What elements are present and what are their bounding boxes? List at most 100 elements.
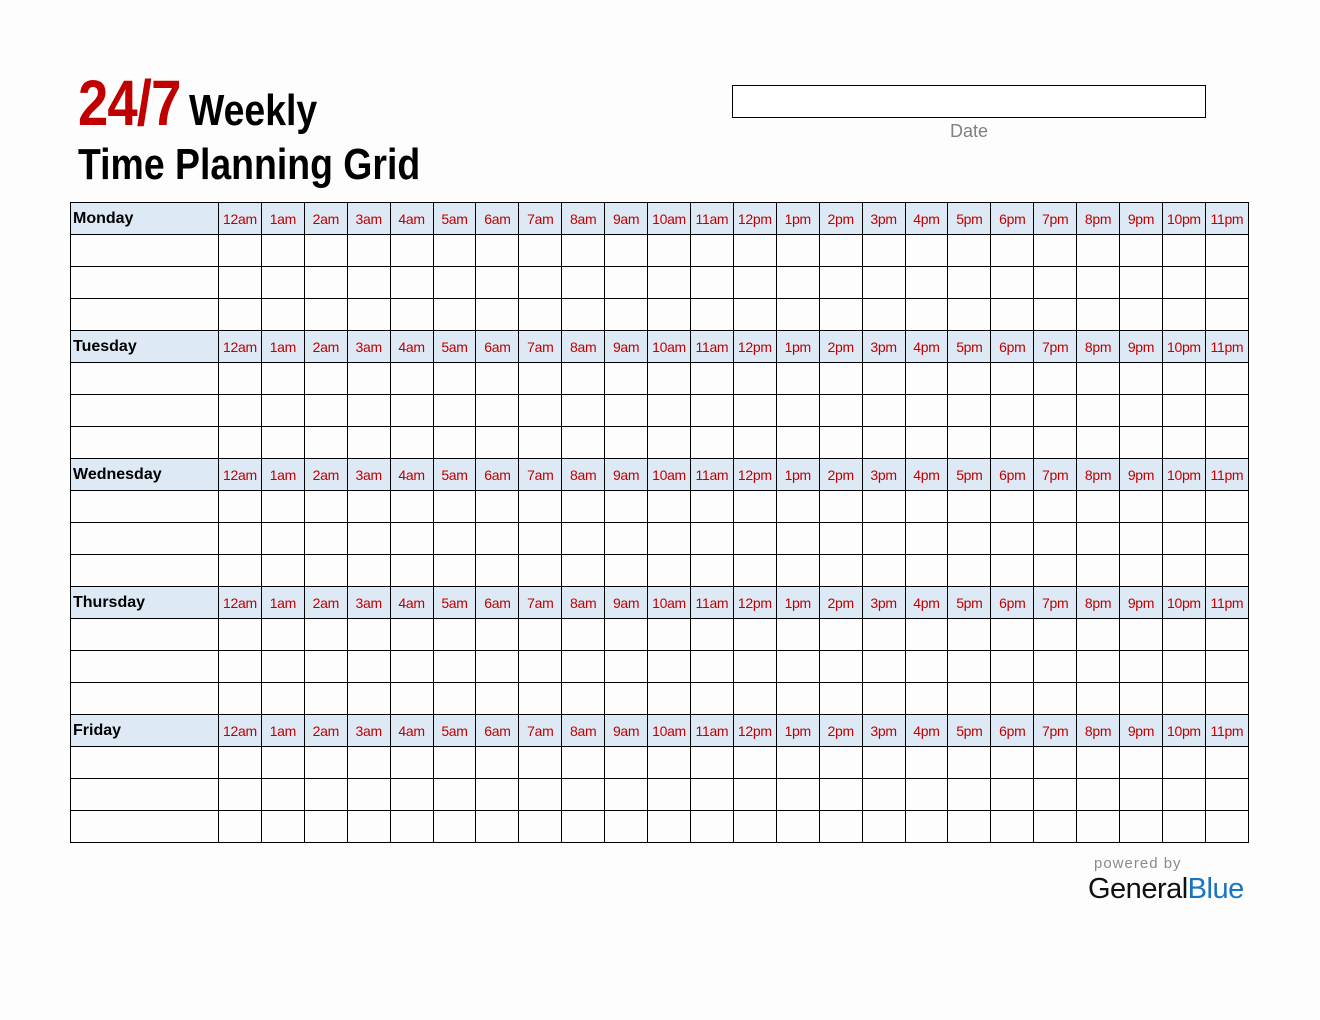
time-slot-cell[interactable] (260, 522, 305, 555)
time-slot-cell[interactable] (1119, 426, 1163, 459)
time-slot-cell[interactable] (346, 810, 391, 843)
time-slot-cell[interactable] (475, 298, 520, 331)
time-slot-cell[interactable] (604, 266, 649, 299)
time-slot-cell[interactable] (604, 522, 649, 555)
time-slot-cell[interactable] (775, 522, 820, 555)
time-slot-cell[interactable] (389, 298, 434, 331)
time-slot-cell[interactable] (861, 618, 906, 651)
time-slot-cell[interactable] (475, 394, 520, 427)
time-slot-cell[interactable] (518, 522, 563, 555)
time-slot-cell[interactable] (346, 298, 391, 331)
time-slot-cell[interactable] (518, 650, 563, 683)
time-slot-cell[interactable] (1076, 490, 1121, 523)
time-slot-cell[interactable] (647, 426, 691, 459)
time-slot-cell[interactable] (732, 394, 777, 427)
time-slot-cell[interactable] (818, 362, 863, 395)
time-slot-cell[interactable] (818, 746, 863, 779)
time-slot-cell[interactable] (432, 362, 477, 395)
time-slot-cell[interactable] (561, 234, 606, 267)
time-slot-cell[interactable] (990, 618, 1035, 651)
time-slot-cell[interactable] (1119, 490, 1163, 523)
activity-cell[interactable] (70, 234, 219, 267)
time-slot-cell[interactable] (947, 746, 992, 779)
time-slot-cell[interactable] (732, 810, 777, 843)
time-slot-cell[interactable] (1076, 298, 1121, 331)
time-slot-cell[interactable] (947, 522, 992, 555)
time-slot-cell[interactable] (218, 490, 262, 523)
time-slot-cell[interactable] (1161, 746, 1206, 779)
time-slot-cell[interactable] (1161, 234, 1206, 267)
time-slot-cell[interactable] (389, 266, 434, 299)
time-slot-cell[interactable] (1161, 298, 1206, 331)
time-slot-cell[interactable] (561, 554, 606, 587)
time-slot-cell[interactable] (818, 266, 863, 299)
time-slot-cell[interactable] (1119, 362, 1163, 395)
time-slot-cell[interactable] (818, 234, 863, 267)
time-slot-cell[interactable] (647, 522, 691, 555)
time-slot-cell[interactable] (775, 778, 820, 811)
time-slot-cell[interactable] (218, 394, 262, 427)
time-slot-cell[interactable] (303, 298, 348, 331)
time-slot-cell[interactable] (1033, 426, 1078, 459)
time-slot-cell[interactable] (1161, 778, 1206, 811)
time-slot-cell[interactable] (218, 298, 262, 331)
time-slot-cell[interactable] (432, 554, 477, 587)
time-slot-cell[interactable] (1204, 682, 1250, 715)
time-slot-cell[interactable] (260, 554, 305, 587)
time-slot-cell[interactable] (432, 746, 477, 779)
time-slot-cell[interactable] (346, 522, 391, 555)
time-slot-cell[interactable] (389, 522, 434, 555)
time-slot-cell[interactable] (432, 298, 477, 331)
time-slot-cell[interactable] (475, 362, 520, 395)
time-slot-cell[interactable] (561, 426, 606, 459)
time-slot-cell[interactable] (990, 426, 1035, 459)
activity-cell[interactable] (70, 618, 219, 651)
time-slot-cell[interactable] (1204, 234, 1250, 267)
time-slot-cell[interactable] (904, 266, 949, 299)
time-slot-cell[interactable] (260, 298, 305, 331)
time-slot-cell[interactable] (947, 394, 992, 427)
time-slot-cell[interactable] (1033, 234, 1078, 267)
time-slot-cell[interactable] (647, 298, 691, 331)
time-slot-cell[interactable] (904, 682, 949, 715)
time-slot-cell[interactable] (947, 234, 992, 267)
time-slot-cell[interactable] (218, 234, 262, 267)
time-slot-cell[interactable] (1076, 266, 1121, 299)
time-slot-cell[interactable] (1076, 618, 1121, 651)
time-slot-cell[interactable] (346, 234, 391, 267)
time-slot-cell[interactable] (518, 618, 563, 651)
time-slot-cell[interactable] (475, 746, 520, 779)
time-slot-cell[interactable] (818, 554, 863, 587)
time-slot-cell[interactable] (861, 778, 906, 811)
time-slot-cell[interactable] (947, 778, 992, 811)
time-slot-cell[interactable] (561, 746, 606, 779)
time-slot-cell[interactable] (475, 426, 520, 459)
time-slot-cell[interactable] (647, 490, 691, 523)
time-slot-cell[interactable] (1033, 650, 1078, 683)
time-slot-cell[interactable] (1161, 266, 1206, 299)
time-slot-cell[interactable] (303, 778, 348, 811)
time-slot-cell[interactable] (303, 234, 348, 267)
time-slot-cell[interactable] (475, 650, 520, 683)
time-slot-cell[interactable] (346, 682, 391, 715)
time-slot-cell[interactable] (260, 362, 305, 395)
time-slot-cell[interactable] (604, 810, 649, 843)
time-slot-cell[interactable] (689, 426, 734, 459)
time-slot-cell[interactable] (218, 682, 262, 715)
time-slot-cell[interactable] (1204, 554, 1250, 587)
time-slot-cell[interactable] (389, 746, 434, 779)
time-slot-cell[interactable] (818, 810, 863, 843)
time-slot-cell[interactable] (904, 650, 949, 683)
time-slot-cell[interactable] (947, 554, 992, 587)
time-slot-cell[interactable] (518, 394, 563, 427)
time-slot-cell[interactable] (303, 522, 348, 555)
activity-cell[interactable] (70, 490, 219, 523)
time-slot-cell[interactable] (561, 650, 606, 683)
time-slot-cell[interactable] (818, 778, 863, 811)
time-slot-cell[interactable] (1119, 522, 1163, 555)
time-slot-cell[interactable] (1119, 234, 1163, 267)
time-slot-cell[interactable] (518, 426, 563, 459)
time-slot-cell[interactable] (1204, 426, 1250, 459)
time-slot-cell[interactable] (1076, 362, 1121, 395)
time-slot-cell[interactable] (1119, 778, 1163, 811)
